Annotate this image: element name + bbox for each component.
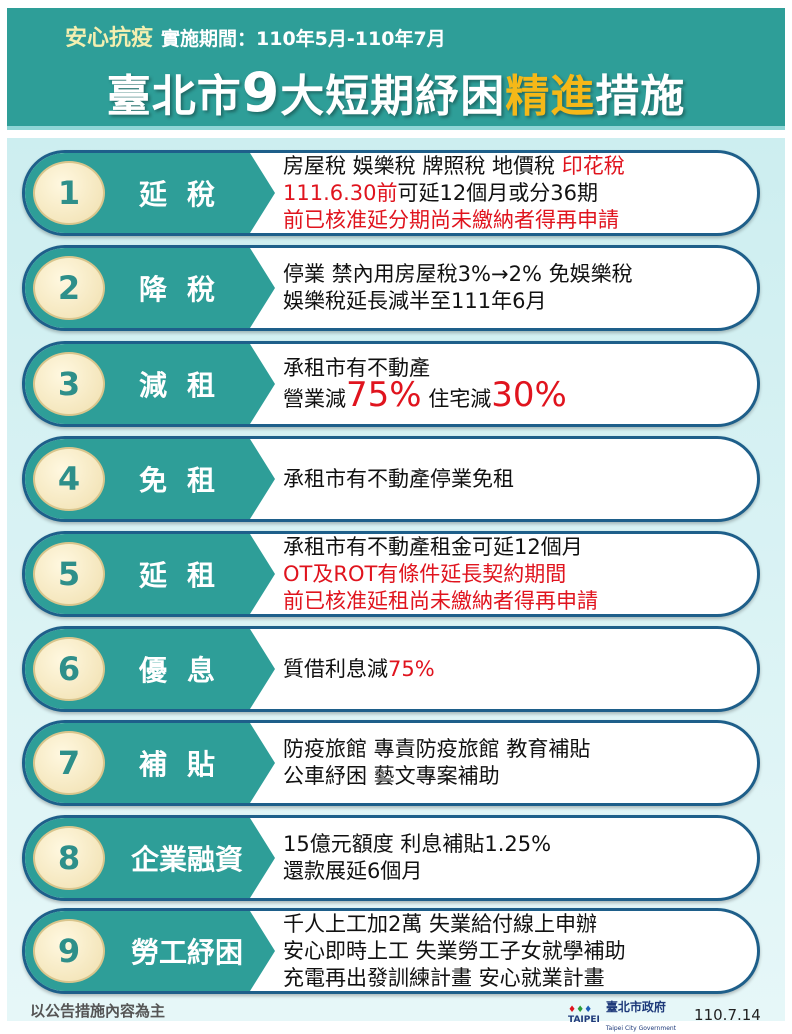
- row-details: 承租市有不動產 營業減75% 住宅減30%: [283, 344, 747, 424]
- row-details: 15億元額度 利息補貼1.25% 還款展延6個月: [283, 818, 747, 898]
- detail-line: 防疫旅館 專責防疫旅館 教育補貼: [283, 736, 747, 763]
- detail-text: 印花稅: [561, 153, 625, 178]
- measure-row: 8 企業融資 15億元額度 利息補貼1.25% 還款展延6個月: [22, 815, 760, 901]
- detail-text: 75%: [346, 375, 422, 415]
- row-label: 降稅: [138, 273, 235, 306]
- row-number: 2: [33, 256, 105, 320]
- footer-logo: ♦♦♦ TAIPEI 臺北市政府 Taipei City Government 11…: [568, 996, 761, 1034]
- detail-text: 千人上工加2萬 失業給付線上申辦: [283, 911, 598, 936]
- detail-line: 承租市有不動產: [283, 355, 747, 382]
- detail-text: 充電再出發訓練計畫 安心就業計畫: [283, 965, 605, 990]
- measure-row: 2 降稅 停業 禁內用房屋稅3%→2% 免娛樂稅 娛樂稅延長減半至111年6月: [22, 245, 760, 331]
- row-number: 1: [33, 161, 105, 225]
- date: 110.7.14: [694, 1006, 761, 1024]
- detail-line: 公車紓困 藝文專案補助: [283, 763, 747, 790]
- tag: 安心抗疫: [65, 26, 154, 51]
- detail-text: 承租市有不動產停業免租: [283, 466, 514, 491]
- gov-name: 臺北市政府 Taipei City Government: [605, 1000, 677, 1032]
- measure-row: 1 延稅 房屋稅 娛樂稅 牌照稅 地價稅 印花稅 111.6.30前可延12個月或…: [22, 150, 760, 236]
- detail-text: 娛樂稅延長減半至111年6月: [283, 289, 547, 313]
- detail-line: 111.6.30前可延12個月或分36期: [283, 180, 747, 207]
- row-label: 補貼: [138, 748, 235, 781]
- row-details: 房屋稅 娛樂稅 牌照稅 地價稅 印花稅 111.6.30前可延12個月或分36期前…: [283, 153, 747, 233]
- row-details: 停業 禁內用房屋稅3%→2% 免娛樂稅 娛樂稅延長減半至111年6月: [283, 248, 747, 328]
- detail-text: 公車紓困 藝文專案補助: [283, 764, 500, 788]
- detail-line: 15億元額度 利息補貼1.25%: [283, 831, 747, 858]
- measure-row: 4 免租 承租市有不動產停業免租: [22, 436, 760, 522]
- detail-line: 千人上工加2萬 失業給付線上申辦: [283, 911, 747, 938]
- row-number: 8: [33, 826, 105, 890]
- detail-text: 75%: [388, 656, 435, 681]
- row-label: 延稅: [138, 178, 235, 211]
- row-label: 減租: [138, 369, 235, 402]
- row-number: 7: [33, 731, 105, 795]
- detail-text: 質借利息減: [283, 656, 388, 681]
- measure-row: 7 補貼 防疫旅館 專責防疫旅館 教育補貼 公車紓困 藝文專案補助: [22, 720, 760, 806]
- detail-line: 承租市有不動產租金可延12個月: [283, 534, 747, 561]
- row-details: 千人上工加2萬 失業給付線上申辦 安心即時上工 失業勞工子女就學補助 充電再出發訓練…: [283, 911, 747, 991]
- detail-line: 前已核准延分期尚未繳納者得再申請: [283, 207, 747, 234]
- detail-line: 承租市有不動產停業免租: [283, 466, 747, 493]
- row-details: 承租市有不動產租金可延12個月 OT及ROT有條件延長契約期間 前已核准延租尚未繳納…: [283, 534, 747, 614]
- period: 實施期間：110年5月-110年7月: [161, 28, 446, 50]
- title-post: 措施: [595, 71, 686, 122]
- page-title: 臺北市9大短期紓困精進措施: [7, 60, 785, 124]
- detail-line: 前已核准延租尚未繳納者得再申請: [283, 588, 747, 615]
- row-label: 優息: [138, 654, 235, 687]
- detail-text: 承租市有不動產: [283, 356, 430, 380]
- detail-text: 防疫旅館 專責防疫旅館 教育補貼: [283, 737, 591, 761]
- detail-text: 住宅減: [421, 387, 492, 411]
- detail-line: 營業減75% 住宅減30%: [283, 378, 747, 413]
- measure-row: 6 優息 質借利息減75%: [22, 626, 760, 712]
- detail-line: 停業 禁內用房屋稅3%→2% 免娛樂稅: [283, 261, 747, 288]
- detail-line: 安心即時上工 失業勞工子女就學補助: [283, 938, 747, 965]
- row-label: 企業融資: [130, 843, 243, 876]
- detail-text: 還款展延6個月: [283, 859, 423, 883]
- detail-text: 房屋稅 娛樂稅 牌照稅 地價稅: [283, 153, 562, 178]
- measure-row: 9 勞工紓困 千人上工加2萬 失業給付線上申辦 安心即時上工 失業勞工子女就學補助…: [22, 908, 760, 994]
- detail-text: 15億元額度 利息補貼1.25%: [283, 832, 552, 856]
- taipei-logo: ♦♦♦ TAIPEI: [568, 1005, 600, 1025]
- detail-line: OT及ROT有條件延長契約期間: [283, 561, 747, 588]
- detail-line: 娛樂稅延長減半至111年6月: [283, 288, 747, 315]
- detail-text: 30%: [491, 375, 567, 415]
- row-number: 4: [33, 447, 105, 511]
- row-label: 勞工紓困: [130, 936, 243, 969]
- header-banner: 安心抗疫 實施期間：110年5月-110年7月 臺北市9大短期紓困精進措施: [7, 8, 785, 130]
- row-label: 延租: [138, 559, 235, 592]
- row-number: 3: [33, 352, 105, 416]
- title-num: 9: [241, 61, 281, 124]
- subtitle: 安心抗疫 實施期間：110年5月-110年7月: [65, 20, 446, 52]
- title-highlight: 精進: [505, 71, 596, 122]
- detail-text: 承租市有不動產租金可延12個月: [283, 534, 583, 559]
- detail-line: 質借利息減75%: [283, 656, 747, 683]
- detail-text: 停業 禁內用房屋稅3%→2% 免娛樂稅: [283, 262, 633, 286]
- detail-line: 還款展延6個月: [283, 858, 747, 885]
- detail-text: 前已核准延租尚未繳納者得再申請: [283, 588, 598, 613]
- detail-text: 前已核准延分期尚未繳納者得再申請: [283, 207, 619, 232]
- detail-text: 111.6.30前: [283, 180, 398, 205]
- measure-row: 3 減租 承租市有不動產 營業減75% 住宅減30%: [22, 341, 760, 427]
- row-details: 質借利息減75%: [283, 629, 747, 709]
- row-details: 承租市有不動產停業免租: [283, 439, 747, 519]
- row-label: 免租: [138, 464, 235, 497]
- detail-line: 房屋稅 娛樂稅 牌照稅 地價稅 印花稅: [283, 153, 747, 180]
- detail-text: OT及ROT有條件延長契約期間: [283, 561, 567, 586]
- measure-row: 5 延租 承租市有不動產租金可延12個月 OT及ROT有條件延長契約期間 前已核准延…: [22, 531, 760, 617]
- row-number: 5: [33, 542, 105, 606]
- row-number: 9: [33, 919, 105, 983]
- title-pre: 臺北市: [106, 71, 242, 122]
- title-mid: 大短期紓困: [280, 71, 506, 122]
- detail-text: 安心即時上工 失業勞工子女就學補助: [283, 938, 626, 963]
- row-details: 防疫旅館 專責防疫旅館 教育補貼 公車紓困 藝文專案補助: [283, 723, 747, 803]
- detail-text: 可延12個月或分36期: [397, 180, 598, 205]
- detail-text: 營業減: [283, 387, 346, 411]
- row-number: 6: [33, 637, 105, 701]
- footer-note: 以公告措施內容為主: [30, 1002, 166, 1020]
- detail-line: 充電再出發訓練計畫 安心就業計畫: [283, 965, 747, 992]
